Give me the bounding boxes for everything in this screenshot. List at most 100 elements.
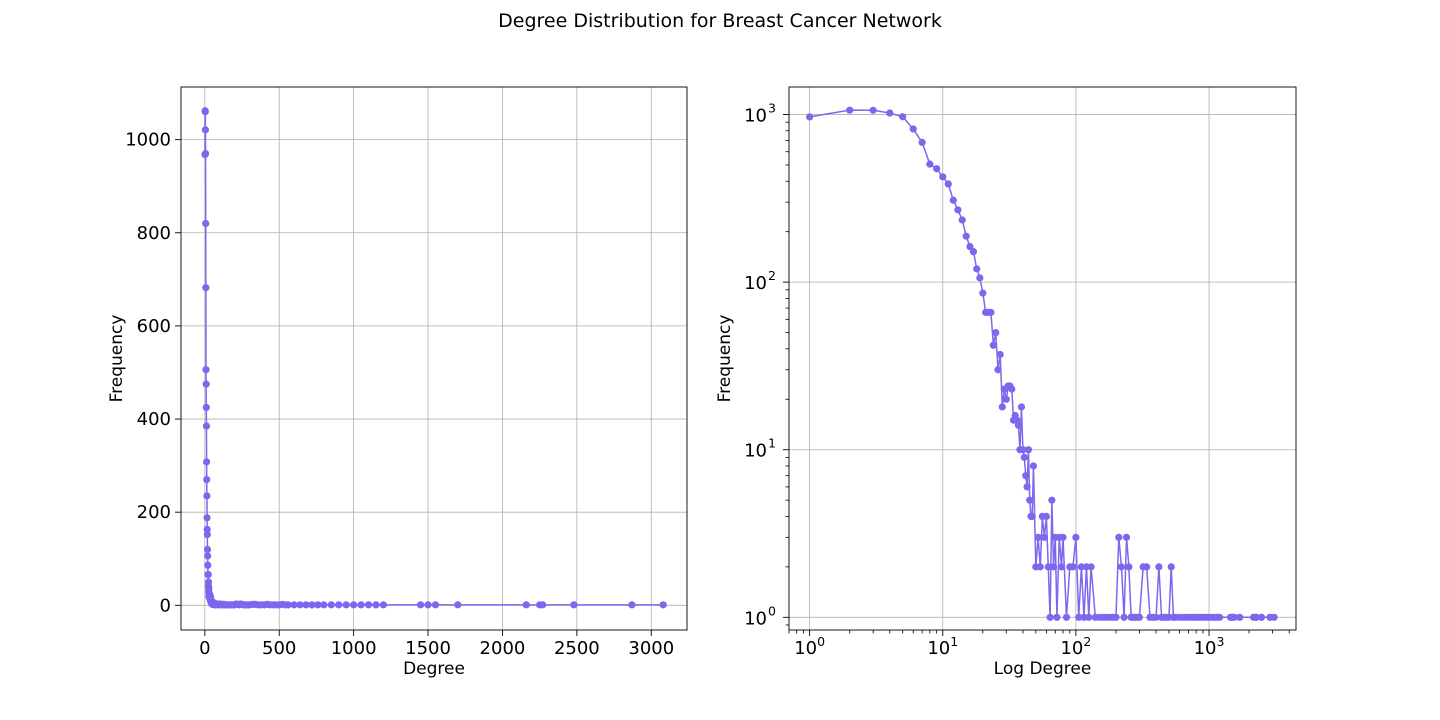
data-point xyxy=(899,113,907,121)
data-point xyxy=(522,601,530,609)
data-point xyxy=(424,601,432,609)
linear-degree-plot: 0 500 1000 1500 2000 2500 3000 0 200 400 600 800 100… xyxy=(107,86,688,679)
x-tick-label: 1000 xyxy=(331,638,377,659)
x-tick-label: 500 xyxy=(262,638,296,659)
data-point xyxy=(628,601,636,609)
data-point xyxy=(203,525,211,534)
data-point xyxy=(1112,613,1120,621)
data-point xyxy=(846,106,854,114)
data-point xyxy=(989,341,997,349)
x-tick-label: 103 xyxy=(1194,634,1225,659)
data-point xyxy=(203,492,211,500)
y-tick-label: 0 xyxy=(160,595,171,616)
data-point xyxy=(1019,446,1027,454)
data-point xyxy=(201,149,210,158)
data-point xyxy=(202,219,210,228)
data-point xyxy=(539,601,547,609)
data-point xyxy=(869,106,877,114)
axes-frame xyxy=(180,86,688,631)
data-point xyxy=(994,366,1002,374)
x-tick-label: 0 xyxy=(199,638,210,659)
data-point xyxy=(296,601,304,609)
data-point xyxy=(944,180,952,188)
data-point xyxy=(998,403,1006,411)
data-point xyxy=(939,173,947,181)
data-point xyxy=(1120,613,1128,621)
y-tick-label-exponent: 3 xyxy=(768,101,776,116)
data-point xyxy=(1143,563,1151,571)
y-tick-label: 800 xyxy=(137,223,171,244)
series-line xyxy=(809,109,1275,619)
data-point xyxy=(1048,496,1056,504)
data-point xyxy=(320,601,328,609)
y-tick-label: 10 xyxy=(744,106,767,127)
data-point xyxy=(1029,462,1038,470)
y-tick-label-exponent: 2 xyxy=(768,268,776,283)
data-point xyxy=(201,126,210,134)
y-tick-label-exponent: 0 xyxy=(768,603,776,618)
data-point xyxy=(202,403,210,411)
data-point xyxy=(918,138,926,146)
data-point xyxy=(949,196,957,204)
x-axis-label: Log Degree xyxy=(994,659,1092,679)
data-point xyxy=(203,514,211,522)
data-point xyxy=(966,242,974,251)
data-point xyxy=(969,248,978,256)
data-point xyxy=(1257,613,1266,621)
data-point xyxy=(1117,563,1126,571)
data-point xyxy=(1026,496,1034,504)
data-point xyxy=(1014,421,1023,429)
data-point xyxy=(1034,533,1042,541)
data-point xyxy=(284,601,292,609)
data-point xyxy=(1085,613,1093,621)
x-tick-label: 2500 xyxy=(554,638,600,659)
data-point xyxy=(202,422,211,430)
series-line xyxy=(204,110,664,607)
y-axis-label: Frequency xyxy=(715,315,735,403)
data-point xyxy=(364,601,373,609)
data-point xyxy=(806,113,814,121)
data-point xyxy=(290,601,298,609)
data-point xyxy=(1087,563,1095,571)
data-point xyxy=(203,545,212,554)
data-point xyxy=(308,601,316,609)
y-tick-label: 400 xyxy=(137,409,171,430)
data-point xyxy=(1167,563,1175,571)
data-point xyxy=(1075,613,1083,621)
data-point xyxy=(205,584,213,592)
data-point xyxy=(1036,563,1044,571)
data-point xyxy=(1125,563,1133,571)
x-tick-label: 102 xyxy=(1060,634,1091,659)
x-tick-label: 101 xyxy=(927,634,958,659)
data-point xyxy=(431,601,440,609)
data-point xyxy=(659,601,667,609)
y-tick-label-exponent: 1 xyxy=(768,436,776,451)
y-tick-label: 600 xyxy=(137,316,171,337)
data-point xyxy=(958,216,966,224)
data-point xyxy=(1270,613,1278,621)
data-point xyxy=(1042,512,1050,521)
data-point xyxy=(1046,613,1054,621)
data-point xyxy=(973,265,981,273)
data-point xyxy=(1044,563,1052,571)
data-point xyxy=(886,109,894,117)
y-tick-label: 200 xyxy=(137,502,171,523)
data-point xyxy=(909,125,917,133)
data-point xyxy=(979,289,987,297)
data-point xyxy=(1028,512,1036,521)
data-point xyxy=(454,601,462,609)
data-point xyxy=(201,108,209,116)
y-tick-label: 10 xyxy=(744,441,767,462)
data-point xyxy=(996,350,1004,359)
data-point xyxy=(335,601,343,609)
data-point xyxy=(203,458,211,466)
data-point xyxy=(1057,563,1066,571)
data-point xyxy=(1122,533,1131,541)
data-point xyxy=(1023,483,1031,491)
data-point xyxy=(1252,613,1261,621)
data-point xyxy=(204,578,213,586)
data-point xyxy=(327,601,335,609)
data-point xyxy=(204,552,212,560)
